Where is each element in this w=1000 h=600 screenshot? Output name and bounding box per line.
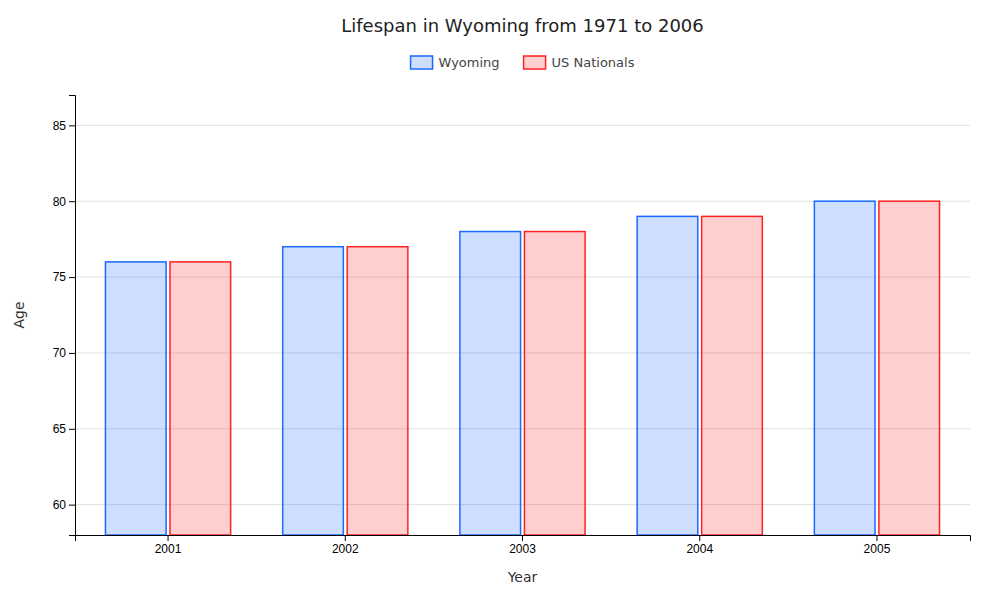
x-tick: 2003 [509,535,536,556]
bar [814,201,875,535]
y-tick-label: 60 [53,498,67,512]
legend-label: US Nationals [552,55,635,70]
y-tick-mark [69,201,75,202]
bar [283,247,344,535]
y-tick-mark [69,505,75,506]
bar [702,216,763,535]
x-axis-line [76,536,971,542]
x-tick-mark [699,535,700,541]
legend-item: US Nationals [524,55,635,70]
bar [637,216,698,535]
y-tick-label: 85 [53,119,67,133]
legend-swatch [411,56,433,69]
plot-area: 60 65 70 75 80 85 2001 2002 2003 2004 2005 [53,96,971,556]
bar [105,262,166,535]
x-axis: 2001 2002 2003 2004 2005 [76,535,971,556]
x-tick-mark [522,535,523,541]
bar [460,232,521,535]
chart: 60 65 70 75 80 85 2001 2002 2003 2004 2005 Year Age L… [0,0,1000,600]
bar-series [170,201,940,535]
bar [170,262,231,535]
x-tick-mark [345,535,346,541]
bar-series [105,201,875,535]
legend-swatch [524,56,546,69]
y-tick: 60 [53,498,75,512]
x-tick: 2005 [864,535,891,556]
y-tick: 70 [53,346,75,360]
y-tick-mark [69,353,75,354]
x-axis-title: Year [507,569,538,585]
legend-item: Wyoming [411,55,500,70]
y-tick: 65 [53,422,75,436]
x-tick-label: 2001 [155,542,182,556]
y-tick-label: 70 [53,346,67,360]
x-tick-mark [168,535,169,541]
x-tick-label: 2002 [332,542,359,556]
x-tick-label: 2005 [864,542,891,556]
y-axis-line [69,96,76,536]
bars [105,201,939,535]
x-tick: 2002 [332,535,359,556]
y-tick-mark [69,277,75,278]
title: Lifespan in Wyoming from 1971 to 2006 [341,15,704,36]
x-tick-label: 2003 [509,542,536,556]
y-axis: 60 65 70 75 80 85 [53,96,76,536]
y-axis-title: Age [11,301,27,328]
legend: Wyoming US Nationals [411,55,635,70]
y-tick: 75 [53,270,75,284]
legend-label: Wyoming [439,55,500,70]
y-tick: 85 [53,119,75,133]
y-tick-label: 80 [53,195,67,209]
x-tick-mark [876,535,877,541]
x-tick: 2004 [686,535,713,556]
y-tick-label: 75 [53,270,67,284]
bar [524,232,585,535]
y-tick-label: 65 [53,422,67,436]
grid-line [75,125,970,126]
x-tick: 2001 [155,535,182,556]
y-tick-mark [69,125,75,126]
y-tick: 80 [53,195,75,209]
y-tick-mark [69,429,75,430]
bar [879,201,940,535]
bar [347,247,408,535]
x-tick-label: 2004 [686,542,713,556]
